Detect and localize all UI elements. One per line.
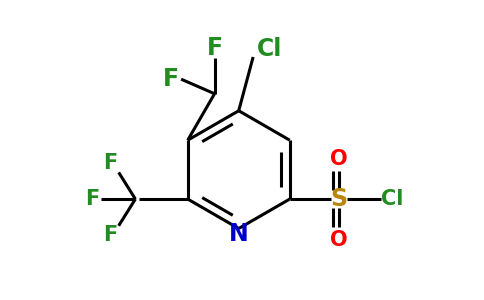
Text: O: O	[330, 230, 348, 250]
Text: F: F	[103, 225, 117, 245]
Text: N: N	[229, 222, 249, 246]
Text: F: F	[103, 153, 117, 173]
Text: F: F	[207, 36, 223, 60]
Text: Cl: Cl	[257, 37, 282, 61]
Text: S: S	[330, 187, 348, 211]
Text: Cl: Cl	[381, 189, 404, 209]
Text: O: O	[330, 148, 348, 169]
Text: F: F	[85, 189, 99, 209]
Text: F: F	[163, 67, 179, 91]
